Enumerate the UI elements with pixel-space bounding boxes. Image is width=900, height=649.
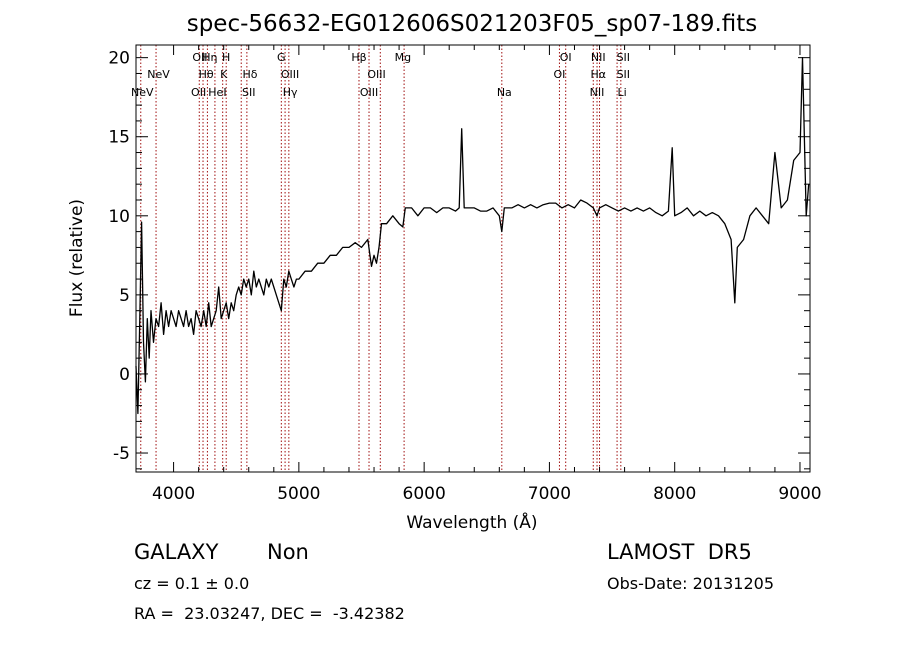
line-label: Mg [395,51,411,64]
survey-name: LAMOST DR5 [607,540,752,564]
line-label: NII [590,86,605,99]
object-class: GALAXY [134,540,219,564]
x-tick-label: 5000 [277,484,320,504]
line-label: Hα [591,68,607,81]
redshift-cz: cz = 0.1 ± 0.0 [134,574,250,593]
line-label: OII [192,51,207,64]
line-label: NeV [147,68,170,81]
line-label: OIII [367,68,385,81]
line-label: NeV [131,86,154,99]
line-label: NII [591,51,606,64]
emission-line-markers [140,45,622,472]
line-label: SII [617,68,630,81]
y-tick-label: 15 [108,128,130,148]
line-label: OII [191,86,206,99]
line-label: SII [617,51,630,64]
line-label: Hη [202,51,217,64]
line-label: K [220,68,228,81]
line-label: Hβ [351,51,366,64]
line-label: Li [617,86,626,99]
x-tick-label: 7000 [528,484,571,504]
y-tick-label: 0 [119,365,130,385]
line-label: H [222,51,230,64]
series-line [135,57,810,415]
plot-frame [135,44,811,473]
y-tick-label: 10 [108,207,130,227]
observation-date: Obs-Date: 20131205 [607,574,775,593]
chart-title: spec-56632-EG012606S021203F05_sp07-189.f… [187,11,758,37]
line-label: OI [553,68,565,81]
line-label: Hδ [242,68,257,81]
y-tick-label: 5 [119,286,130,306]
line-label: G [277,51,286,64]
line-label: HeI [208,86,226,99]
line-label: Hθ [199,68,214,81]
y-tick-label: -5 [113,444,130,464]
series-layer [135,57,810,415]
axis-ticks: 4000 5000 6000 7000 8000 9000 -5 0 5 10 15 20 [108,45,822,504]
y-axis-label: Flux (relative) [67,199,87,317]
line-label: Na [497,86,512,99]
x-axis-label: Wavelength (Å) [406,511,537,533]
ra-dec-coordinates: RA = 23.03247, DEC = -3.42382 [134,604,405,623]
line-label: OI [560,51,572,64]
y-tick-label: 20 [108,49,130,69]
x-tick-label: 6000 [403,484,446,504]
line-label: OIII [281,68,299,81]
x-tick-label: 9000 [778,484,821,504]
x-tick-label: 4000 [152,484,195,504]
x-tick-label: 8000 [653,484,696,504]
line-label: Hγ [283,86,298,99]
object-subclass: Non [267,540,309,564]
line-label: OIII [360,86,378,99]
line-label: SII [242,86,255,99]
